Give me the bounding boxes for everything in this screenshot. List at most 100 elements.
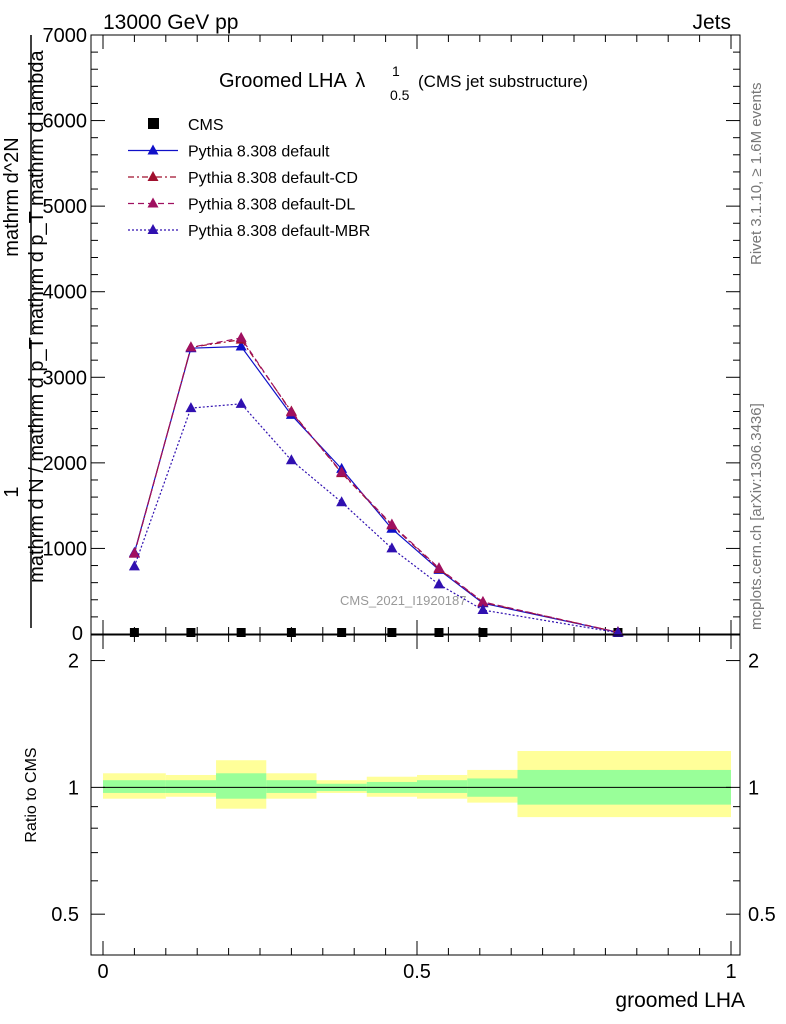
- main-y-axis-label: 1 mathrm d N / mathrm d p_T mathrm d^2N …: [1, 35, 48, 628]
- x-tick-label: 0: [97, 961, 108, 983]
- legend-marker: [148, 118, 159, 129]
- data-point: [236, 628, 246, 637]
- main-plot-frame: [90, 34, 741, 635]
- ratio-band-inner-bin: [103, 780, 166, 793]
- y-label-prefactor: 1: [1, 486, 23, 497]
- legend-marker: [147, 171, 159, 181]
- header-process-label: Jets: [692, 11, 731, 34]
- legend-item: Pythia 8.308 default-CD: [128, 170, 358, 187]
- header-energy-label: 13000 GeV pp: [103, 11, 238, 34]
- legend: CMS Pythia 8.308 default Pythia 8.308 defa…: [128, 117, 370, 240]
- ratio-band-inner-bin: [216, 773, 267, 799]
- data-point: [235, 397, 247, 408]
- main-y-axis: 1000 2000 3000 4000 5000 6000 7000 0: [43, 25, 740, 645]
- data-point: [235, 340, 247, 351]
- plot-title-subscript: 0.5: [390, 87, 410, 103]
- y-tick-label: 1000: [43, 538, 88, 560]
- ratio-y-tick-label-right: 0.5: [748, 904, 776, 926]
- series-line: [133, 337, 619, 633]
- legend-label: Pythia 8.308 default: [188, 144, 330, 161]
- data-point: [185, 341, 197, 352]
- data-point: [235, 331, 247, 342]
- ratio-plot-frame: [90, 634, 741, 956]
- series-line: [133, 403, 619, 634]
- legend-label: Pythia 8.308 default-CD: [188, 170, 358, 187]
- legend-label: Pythia 8.308 default-DL: [188, 197, 355, 214]
- data-point: [129, 628, 139, 637]
- series-pythia-8-308-default-mbr: [128, 397, 624, 637]
- legend-label: Pythia 8.308 default-MBR: [188, 223, 370, 240]
- plot-title-text: Groomed LHA: [219, 70, 347, 92]
- data-point: [128, 547, 140, 558]
- x-axis-label: groomed LHA: [615, 989, 745, 1012]
- data-point: [387, 628, 397, 637]
- data-point: [478, 628, 488, 637]
- x-tick-label: 0.5: [403, 961, 431, 983]
- ratio-uncertainty-bands: [103, 750, 731, 818]
- plot-title-symbol: λ: [355, 70, 365, 92]
- y-label-numerator: mathrm d^2N: [1, 137, 23, 256]
- data-point: [337, 628, 347, 637]
- data-point: [477, 604, 489, 615]
- data-point: [185, 402, 197, 413]
- plot-title-superscript: 1: [392, 63, 400, 79]
- data-point: [336, 466, 348, 477]
- series-cms: [129, 628, 623, 637]
- legend-item: Pythia 8.308 default: [128, 144, 330, 161]
- legend-item: CMS: [148, 117, 224, 134]
- ratio-band-inner-bin: [266, 780, 317, 793]
- data-point: [434, 628, 444, 637]
- y-tick-label: 0: [72, 623, 83, 645]
- data-point: [186, 628, 196, 637]
- ratio-y-tick-label: 1: [68, 777, 79, 799]
- y-tick-label: 3000: [43, 367, 88, 389]
- data-point: [336, 496, 348, 507]
- ratio-plot-panel: 0.5 0.5 1 1 2 2 0 0.5 1 Ratio to CMS groomed LH…: [23, 634, 776, 1012]
- legend-label: CMS: [188, 117, 224, 134]
- data-point: [612, 626, 624, 637]
- y-label-denominator: mathrm d p_T mathrm d lambda: [26, 49, 48, 335]
- legend-item: Pythia 8.308 default-MBR: [128, 223, 370, 240]
- analysis-watermark: CMS_2021_I1920187: [340, 593, 467, 608]
- data-point: [433, 578, 445, 589]
- y-tick-label: 4000: [43, 282, 88, 304]
- plot-title: Groomed LHA λ 0.5 1 (CMS jet substructur…: [219, 63, 588, 103]
- data-point: [386, 542, 398, 553]
- mcplots-source-label: mcplots.cern.ch [arXiv:1306.3436]: [748, 403, 765, 630]
- svg-text:Groomed LHA λ: Groomed LHA λ: [219, 70, 365, 92]
- ratio-y-tick-label-right: 1: [748, 777, 759, 799]
- y-tick-label: 2000: [43, 453, 88, 475]
- ratio-y-axis-label: Ratio to CMS: [23, 747, 40, 842]
- data-point: [128, 560, 140, 571]
- data-point: [285, 406, 297, 417]
- ratio-y-tick-label-right: 2: [748, 651, 759, 673]
- data-point: [433, 562, 445, 573]
- series-pythia-8-308-default-dl: [128, 331, 624, 637]
- ratio-x-axis: 0 0.5 1: [97, 635, 737, 983]
- legend-marker: [147, 144, 159, 155]
- data-point: [286, 628, 296, 637]
- series-line: [133, 338, 619, 633]
- data-point: [386, 518, 398, 529]
- series-pythia-8-308-default-cd: [128, 333, 624, 637]
- ratio-band-inner-bin: [417, 780, 468, 793]
- main-plot-series: [128, 331, 624, 637]
- y-tick-label: 6000: [43, 111, 88, 133]
- data-point: [477, 595, 489, 606]
- y-tick-label: 7000: [43, 25, 88, 47]
- data-point: [285, 454, 297, 465]
- legend-marker: [147, 224, 159, 234]
- series-pythia-8-308-default: [128, 340, 624, 637]
- ratio-y-tick-label: 2: [68, 651, 79, 673]
- legend-item: Pythia 8.308 default-DL: [128, 197, 355, 214]
- ratio-band-inner-bin: [165, 780, 217, 793]
- main-plot-panel: 1000 2000 3000 4000 5000 6000 7000 0 CMS_2021_I…: [1, 25, 741, 645]
- ratio-y-axis: 0.5 0.5 1 1 2 2: [51, 651, 776, 927]
- legend-marker: [147, 197, 159, 208]
- series-line: [133, 345, 619, 633]
- y-tick-label: 5000: [43, 196, 88, 218]
- rivet-version-label: Rivet 3.1.10, ≥ 1.6M events: [748, 83, 765, 266]
- x-tick-label: 1: [725, 961, 736, 983]
- y-label-prefactor-denominator: mathrm d N / mathrm d p_T: [26, 337, 48, 583]
